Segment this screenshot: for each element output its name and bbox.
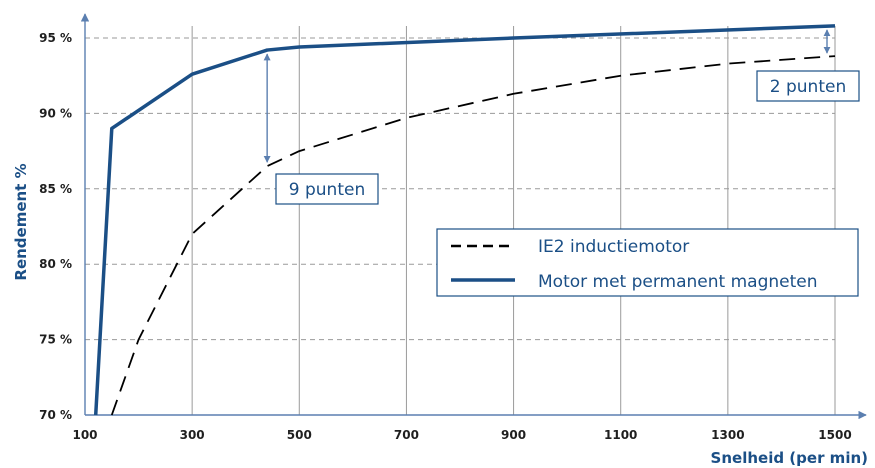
annotation-box-2 xyxy=(756,70,860,102)
annotation-label-9: 9 punten xyxy=(289,180,365,200)
series-line-ie2 xyxy=(110,55,836,416)
x-tick-label: 1100 xyxy=(604,428,637,442)
y-tick-label: 80 % xyxy=(39,257,72,271)
annotation-label-2: 2 punten xyxy=(770,77,846,97)
annotation-box-9 xyxy=(275,173,379,205)
legend-box xyxy=(436,228,859,297)
tick-labels: 70 % 75 % 80 % 85 % 90 % 95 % 100 300 500 700 900 1… xyxy=(39,31,852,442)
grid xyxy=(85,26,836,415)
y-axis-title: Rendement % xyxy=(12,163,30,280)
y-tick-label: 85 % xyxy=(39,182,72,196)
y-tick-label: 95 % xyxy=(39,31,72,45)
y-tick-label: 70 % xyxy=(39,408,72,422)
x-axis-title: Snelheid (per min) xyxy=(711,449,868,467)
y-tick-label: 75 % xyxy=(39,333,72,347)
x-tick-label: 500 xyxy=(287,428,312,442)
legend: IE2 inductiemotor Motor met permanent ma… xyxy=(436,228,859,297)
x-tick-label: 300 xyxy=(180,428,205,442)
series xyxy=(93,24,836,416)
y-tick-label: 90 % xyxy=(39,106,72,120)
x-tick-label: 900 xyxy=(501,428,526,442)
x-tick-label: 100 xyxy=(72,428,97,442)
axes xyxy=(80,13,867,420)
x-tick-label: 700 xyxy=(394,428,419,442)
series-line-pm xyxy=(93,24,836,416)
annotations: 9 punten 2 punten xyxy=(263,29,860,205)
legend-label-ie2: IE2 inductiemotor xyxy=(538,237,689,257)
legend-label-pm: Motor met permanent magneten xyxy=(538,272,818,292)
x-tick-label: 1500 xyxy=(818,428,851,442)
x-tick-label: 1300 xyxy=(711,428,744,442)
